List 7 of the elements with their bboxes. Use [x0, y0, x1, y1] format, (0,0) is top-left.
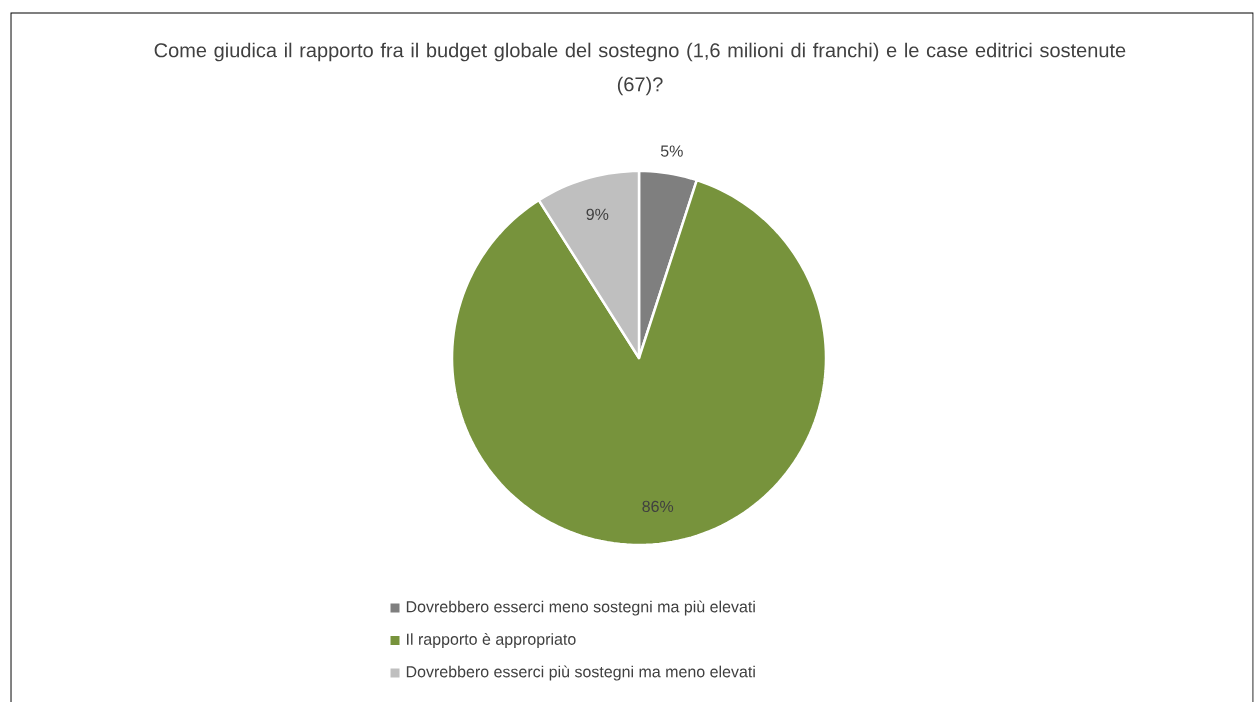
legend-label: Dovrebbero esserci più sostegni ma meno elevati [406, 665, 755, 681]
legend-label: Il rapporto è appropriato [407, 632, 576, 649]
chart-title: Come giudica il rapporto fra il budget globale del sostegno (1,6 milioni di franchi) e le case editrici sostenute (67)? [154, 42, 1126, 96]
data-label: 5% [660, 145, 683, 157]
data-label: 86% [642, 500, 674, 513]
legend-label: Dovrebbero esserci meno sostegni ma più elevati [406, 600, 755, 616]
data-label: 9% [586, 208, 609, 220]
